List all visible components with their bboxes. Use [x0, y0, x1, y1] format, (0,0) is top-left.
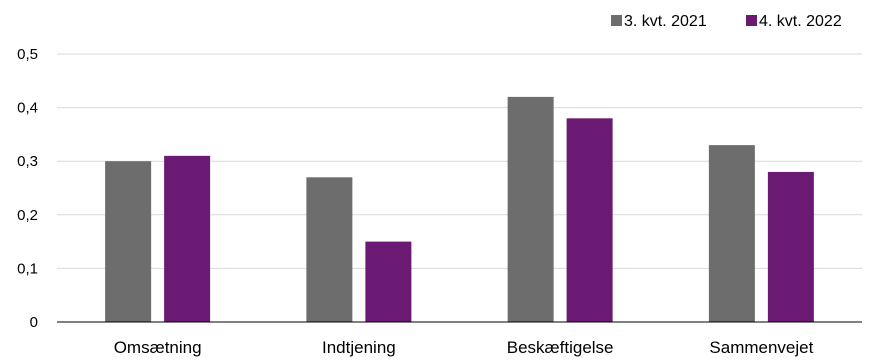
bars [105, 96, 814, 322]
x-category-label: Sammenvejet [709, 338, 813, 357]
y-tick-label: 0,4 [17, 100, 38, 117]
legend-label: 4. kvt. 2022 [759, 13, 842, 30]
x-category-label: Omsætning [114, 338, 202, 357]
legend-label: 3. kvt. 2021 [624, 13, 707, 30]
bar-beskæftigelse-series-1 [507, 96, 554, 322]
y-tick-label: 0,3 [17, 153, 38, 170]
bar-indtjening-series-1 [306, 177, 353, 322]
y-axis-ticks: 0 0,1 0,2 0,3 0,4 0,5 [17, 46, 38, 331]
x-category-label: Indtjening [322, 338, 396, 357]
bar-beskæftigelse-series-2 [566, 118, 613, 322]
y-tick-label: 0,5 [17, 46, 38, 63]
x-axis-labels: Omsætning Indtjening Beskæftigelse Sammenve… [114, 338, 814, 357]
legend-swatch [611, 15, 622, 26]
bar-sammenvejet-series-2 [767, 171, 814, 322]
y-tick-label: 0 [30, 314, 38, 331]
bar-omsætning-series-1 [105, 161, 152, 322]
legend-swatch [746, 15, 757, 26]
bar-omsætning-series-2 [164, 155, 211, 322]
y-tick-label: 0,2 [17, 207, 38, 224]
x-category-label: Beskæftigelse [507, 338, 614, 357]
legend: 3. kvt. 2021 4. kvt. 2022 [611, 13, 842, 30]
bar-sammenvejet-series-1 [708, 145, 755, 322]
y-tick-label: 0,1 [17, 260, 38, 277]
bar-indtjening-series-2 [365, 241, 412, 322]
